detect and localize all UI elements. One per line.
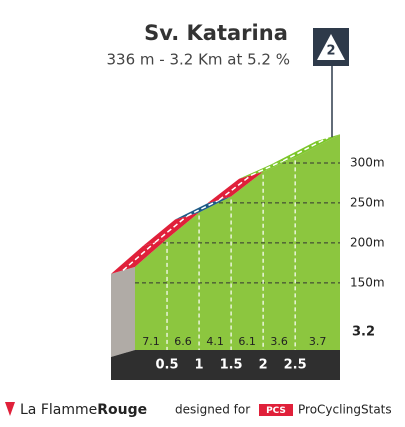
segment-dash (122, 241, 156, 271)
base-bar (111, 350, 340, 380)
front-face (135, 134, 340, 350)
brand-left-bold: Rouge (97, 402, 147, 418)
category-badge: 2 (313, 28, 349, 66)
badge-triangle (317, 34, 345, 60)
chart-subtitle: 336 m - 3.2 Km at 5.2 % (106, 51, 290, 69)
pcs-logo: PCS (266, 406, 286, 416)
badge-text: 2 (326, 44, 335, 59)
pcs-logo-bg (259, 404, 293, 416)
km-label: 1 (195, 358, 204, 373)
segment-dash (154, 215, 188, 243)
segment-dash (186, 199, 220, 217)
segment-dash (282, 137, 329, 162)
brand-left-text: La Flamme (20, 402, 97, 418)
km-label: 2 (259, 358, 268, 373)
gradient-label: 6.6 (174, 335, 192, 348)
km-label: 1.5 (220, 358, 243, 373)
y-tick-label: 150m (350, 275, 385, 289)
y-tick-label: 300m (350, 155, 385, 169)
end-km-label: 3.2 (352, 325, 375, 340)
gradient-label: 4.1 (206, 335, 224, 348)
grid-group (135, 162, 340, 284)
segment-dash (218, 174, 252, 201)
gradient-label: 3.7 (309, 335, 327, 348)
footer: La FlammeRouge designed for PCS ProCycli… (5, 402, 392, 418)
gradient-label: 7.1 (142, 335, 160, 348)
y-tick-label: 200m (350, 235, 385, 249)
segment-dash (250, 160, 284, 176)
designed-for: designed for (175, 403, 250, 417)
gradient-label: 3.6 (270, 335, 288, 348)
km-label: 0.5 (156, 358, 179, 373)
brand-left: La FlammeRouge (20, 402, 147, 418)
km-label: 2.5 (284, 358, 307, 373)
segment-band (111, 238, 168, 274)
brand-right: ProCyclingStats (298, 403, 392, 417)
side-face (111, 266, 135, 357)
flamme-icon (5, 402, 15, 416)
chart-title: Sv. Katarina (144, 21, 288, 45)
y-tick-label: 250m (350, 195, 385, 209)
gradient-label: 6.1 (238, 335, 256, 348)
